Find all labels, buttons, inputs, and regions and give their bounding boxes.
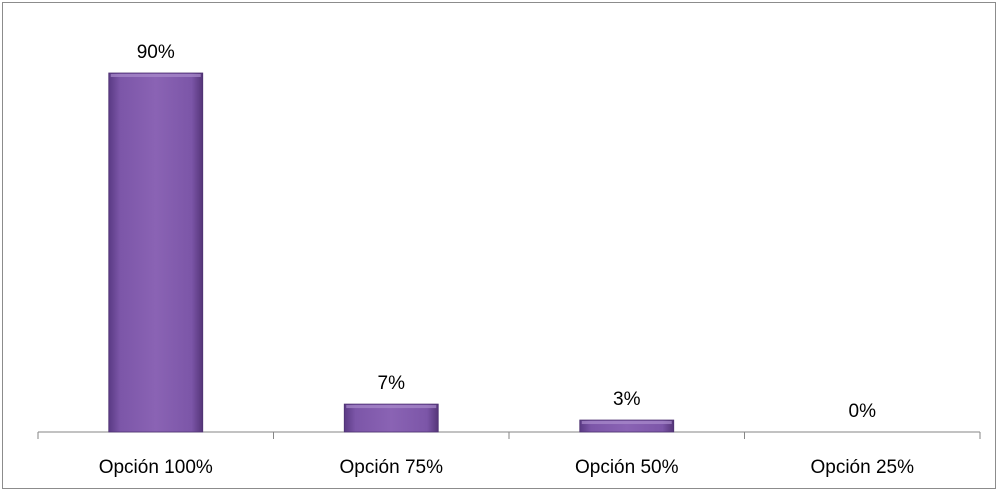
bar-highlight [110, 74, 201, 77]
bar [343, 403, 439, 433]
data-label: 7% [378, 373, 406, 394]
x-tick-label: Opción 25% [810, 457, 914, 478]
bar [579, 419, 675, 433]
x-tick-label: Opción 50% [575, 457, 679, 478]
data-label: 90% [137, 42, 175, 63]
bar [108, 72, 204, 433]
x-tick-label: Opción 100% [99, 457, 213, 478]
bar-highlight [581, 421, 672, 425]
data-label: 0% [849, 401, 877, 422]
x-tick-label: Opción 75% [339, 457, 443, 478]
plot-area: 90% Opción 100% 7% Opción 75% 3% Opción 50% 0%… [37, 42, 981, 478]
data-label: 3% [613, 389, 641, 410]
bar-highlight [346, 405, 437, 409]
